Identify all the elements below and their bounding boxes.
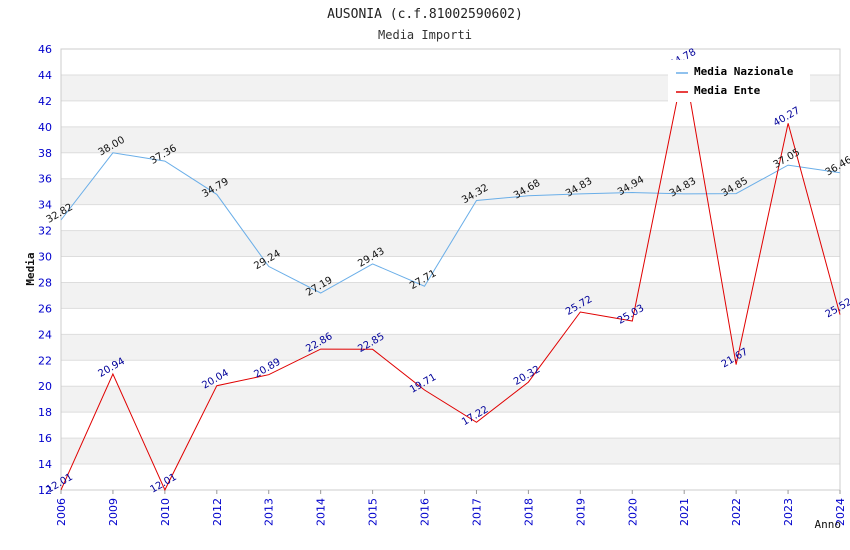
y-tick-label: 42 xyxy=(38,95,52,108)
grid-band xyxy=(61,386,840,413)
data-label: 12.01 xyxy=(148,472,178,496)
grid-band xyxy=(61,126,840,153)
data-label: 12.01 xyxy=(45,472,75,496)
y-tick-label: 20 xyxy=(38,380,52,393)
data-label: 36.46 xyxy=(824,155,850,179)
x-axis-label: Anno xyxy=(815,518,842,531)
chart-subtitle: Media Importi xyxy=(378,28,472,42)
y-tick-label: 14 xyxy=(38,458,52,471)
grid-band xyxy=(61,438,840,465)
series-line-media-nazionale xyxy=(60,152,841,294)
y-tick-label: 32 xyxy=(38,225,52,238)
data-label: 20.32 xyxy=(512,364,542,388)
y-tick-label: 40 xyxy=(38,121,52,134)
x-tick-label: 2016 xyxy=(419,498,432,526)
x-tick-label: 2020 xyxy=(626,498,639,526)
series-line-media-ente xyxy=(60,64,841,492)
y-tick-label: 36 xyxy=(38,173,52,186)
y-tick-label: 24 xyxy=(38,328,52,341)
x-axis-ticks: 2006 2009 2010 2012 2013 2014 2015 2016 2017 2018… xyxy=(55,490,847,526)
y-tick-label: 30 xyxy=(38,251,52,264)
x-tick-label: 2013 xyxy=(263,498,276,526)
y-axis-ticks: 12 14 16 18 20 22 24 26 28 30 32 34 36 38 40 42 44 46 xyxy=(38,43,52,497)
x-tick-label: 2012 xyxy=(211,498,224,526)
x-tick-label: 2015 xyxy=(367,498,380,526)
y-tick-label: 12 xyxy=(38,484,52,497)
legend-background xyxy=(668,60,810,102)
y-tick-label: 16 xyxy=(38,432,52,445)
grid-band xyxy=(61,282,840,309)
x-tick-label: 2009 xyxy=(107,498,120,526)
legend: Media Nazionale Media Ente xyxy=(668,60,810,102)
x-tick-label: 2022 xyxy=(730,498,743,526)
x-tick-label: 2018 xyxy=(522,498,535,526)
data-label: 40.27 xyxy=(772,105,802,129)
chart-title: AUSONIA (c.f.81002590602) xyxy=(327,7,523,22)
x-tick-label: 2017 xyxy=(470,498,483,526)
x-tick-label: 2006 xyxy=(55,498,68,526)
y-tick-label: 18 xyxy=(38,406,52,419)
legend-label-media-nazionale: Media Nazionale xyxy=(694,65,794,78)
grid-band xyxy=(61,334,840,361)
x-tick-label: 2023 xyxy=(782,498,795,526)
grid-band xyxy=(61,178,840,205)
grid-lines xyxy=(61,48,840,491)
y-tick-label: 44 xyxy=(38,69,52,82)
y-tick-label: 26 xyxy=(38,302,52,315)
y-tick-label: 28 xyxy=(38,276,52,289)
y-tick-label: 46 xyxy=(38,43,52,56)
plot-area xyxy=(60,48,841,491)
legend-label-media-ente: Media Ente xyxy=(694,84,761,97)
y-axis-label: Media xyxy=(24,252,37,285)
y-tick-label: 22 xyxy=(38,354,52,367)
series-lines xyxy=(60,64,841,492)
y-tick-label: 34 xyxy=(38,199,52,212)
x-tick-label: 2014 xyxy=(315,498,328,526)
x-tick-label: 2024 xyxy=(834,498,847,526)
x-tick-label: 2019 xyxy=(574,498,587,526)
x-tick-label: 2021 xyxy=(678,498,691,526)
y-tick-label: 38 xyxy=(38,147,52,160)
x-tick-label: 2010 xyxy=(159,498,172,526)
